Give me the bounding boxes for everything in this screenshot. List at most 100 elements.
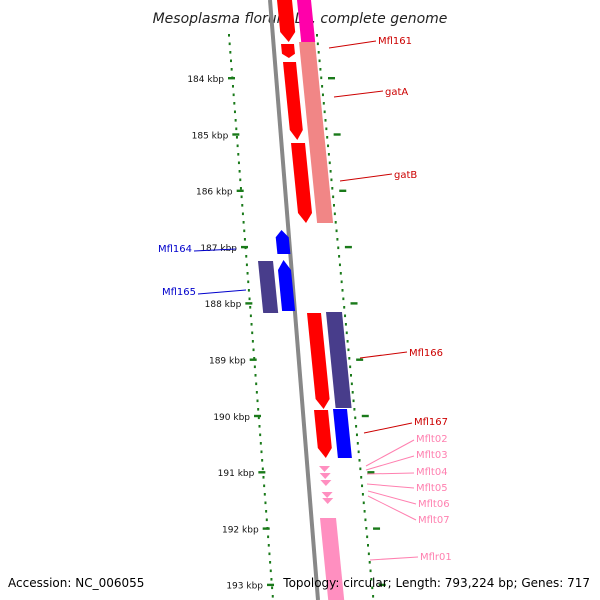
ruler-dot [350, 382, 353, 386]
ruler-dot [232, 93, 235, 97]
ruler-dot [347, 348, 350, 352]
ruler-dot [367, 544, 369, 547]
ruler-tick-label: 186 kbp [196, 188, 233, 198]
ruler-tick [258, 471, 266, 474]
ruler-dot [265, 518, 268, 522]
reverse-cds-mfl167 [333, 409, 352, 458]
gene-label: Mfl165 [162, 287, 196, 298]
ruler-dot [257, 416, 260, 420]
ruler-dot [269, 561, 272, 564]
ruler-tick [378, 583, 386, 587]
ruler-dot [346, 340, 349, 343]
ruler-dot [251, 331, 254, 335]
ruler-dot [371, 586, 374, 590]
ruler-dot [321, 93, 324, 97]
ruler-tick-label: 188 kbp [205, 300, 242, 310]
ruler-tick-label: 193 kbp [226, 582, 263, 592]
ruler-dot [245, 263, 248, 267]
ruler-dot [231, 85, 234, 88]
ruler-dot [316, 34, 318, 37]
ruler-dot [354, 416, 357, 420]
ruler-dot [339, 272, 342, 275]
ruler-dot [248, 297, 251, 301]
ruler-dot [257, 408, 260, 411]
ruler-tick [361, 414, 369, 418]
ruler-dot [234, 119, 237, 122]
leader-line [363, 422, 413, 434]
forward-cds-mfl166 [307, 313, 330, 409]
gene-label: gatB [394, 170, 417, 181]
ruler-tick-label: 192 kbp [222, 525, 259, 535]
ruler-dot [249, 306, 252, 309]
reverse-feature-mfl165 [258, 261, 279, 313]
ruler-dot [327, 153, 330, 156]
gene-label: Mflr01 [420, 552, 452, 563]
ruler-dot [359, 467, 362, 471]
gene-label: Mfl161 [378, 36, 412, 47]
ruler-dot [358, 459, 361, 462]
ruler-dot [361, 493, 364, 496]
ruler-dot [345, 331, 348, 335]
forward-cds-mfl161b [281, 44, 295, 58]
ruler-dot [239, 178, 242, 182]
leader-line [193, 248, 237, 252]
ruler-dot [269, 569, 272, 573]
ruler-dot [260, 450, 263, 454]
ruler-tick-label: 190 kbp [213, 413, 250, 423]
ruler-dot [372, 595, 375, 598]
gene-labels: Mfl161 gatA gatB Mfl164 Mfl165 Mfl166 Mfl167 Mf… [158, 36, 452, 563]
leader-line [365, 439, 415, 467]
ruler-dot [342, 297, 345, 301]
ruler-dot [331, 187, 334, 190]
ruler-dot [249, 314, 252, 318]
reverse-feature-mfl166 [326, 312, 352, 408]
ruler-dot [229, 51, 232, 54]
ruler-tick [328, 77, 335, 80]
ruler-dot [338, 255, 341, 258]
forward-feature-gata-gatb [299, 42, 334, 223]
ruler-dot [334, 221, 337, 224]
ruler-dot [267, 544, 270, 547]
ruler-dot [325, 127, 328, 131]
ruler-dot [230, 68, 233, 71]
leader-line [369, 556, 419, 561]
ruler-dot [241, 204, 244, 207]
ruler-dot [364, 518, 367, 522]
ruler-dot [238, 170, 241, 173]
ruler-dot [247, 289, 250, 292]
forward-cds-mfl161 [277, 0, 296, 42]
ruler-dot [350, 374, 352, 377]
ruler-tick [267, 583, 275, 587]
ruler-dot [369, 569, 372, 573]
ruler-dot [352, 399, 355, 403]
ruler-tick [356, 358, 364, 361]
ruler-dot [319, 68, 322, 71]
ruler-dot [271, 586, 274, 590]
accession-text: Accession: NC_006055 [8, 576, 144, 590]
ruler-dot [233, 102, 236, 105]
ruler-dot [362, 501, 365, 505]
ruler-tick-label: 184 kbp [187, 75, 224, 85]
ruler-dot [333, 204, 335, 207]
trna-feature [319, 473, 331, 479]
ruler-dot [243, 229, 246, 233]
ruler-dot [327, 144, 330, 148]
ruler-dot [353, 408, 356, 411]
gene-label: gatA [385, 87, 408, 98]
ruler-dot [333, 212, 336, 216]
ruler-tick [367, 471, 375, 474]
leader-line [333, 90, 384, 98]
ruler-dot [322, 102, 325, 105]
ruler-tick [232, 133, 240, 136]
ruler-dot [328, 161, 331, 165]
ruler-dot [256, 399, 259, 403]
ruler-dot [323, 110, 326, 114]
ruler-dot [253, 357, 256, 360]
ruler-dot [243, 238, 246, 241]
forward-cds-gatb [291, 143, 312, 223]
ruler-ticks: 184 kbp 185 kbp 186 kbp 187 kbp 188 kbp 189 k… [187, 75, 386, 592]
ruler-dot [356, 442, 359, 445]
ruler-dot [264, 501, 267, 505]
ruler-dot [253, 365, 256, 369]
ruler-tick [373, 527, 381, 530]
